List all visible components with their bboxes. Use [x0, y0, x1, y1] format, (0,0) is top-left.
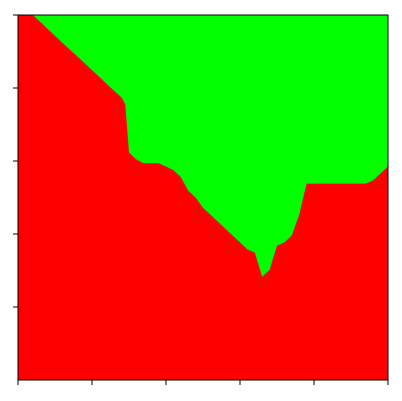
plot-frame [17, 14, 389, 381]
y-axis-ticks [13, 14, 18, 308]
x-axis-ticks [17, 380, 389, 385]
green-region [18, 15, 388, 277]
